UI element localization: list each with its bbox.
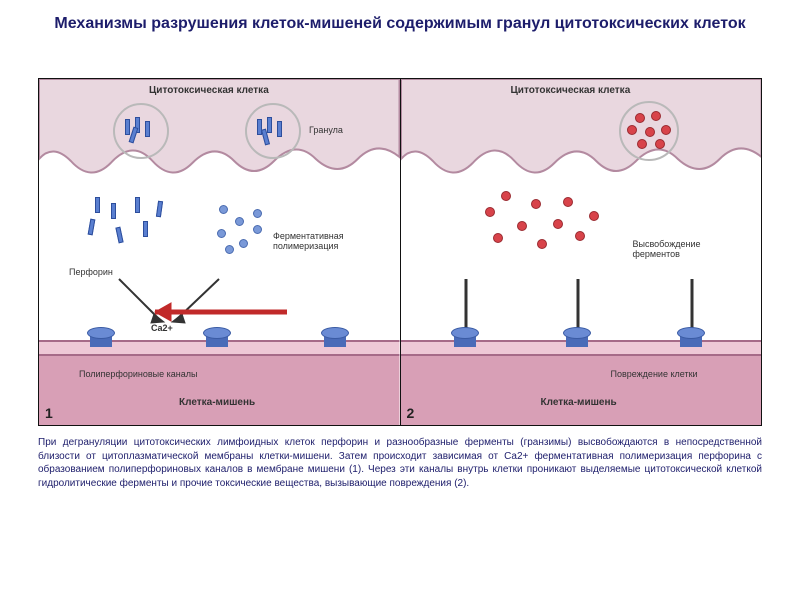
polymer-dot <box>235 217 244 226</box>
damage-label: Повреждение клетки <box>611 369 698 379</box>
panel-number-1: 1 <box>45 405 53 421</box>
granzyme-dot <box>655 139 665 149</box>
channels-label: Полиперфориновые каналы <box>79 369 197 379</box>
polymer-dot <box>239 239 248 248</box>
effector-membrane-1 <box>39 79 400 199</box>
granule-label: Гранула <box>309 125 343 135</box>
perforin-bar <box>111 203 116 219</box>
target-cell-label-1: Клетка-мишень <box>179 397 255 408</box>
polyperforin-pore <box>563 333 591 347</box>
granzyme-dot <box>537 239 547 249</box>
granzyme-dot <box>651 111 661 121</box>
perforin-bar <box>135 197 140 213</box>
polyperforin-pore <box>203 333 231 347</box>
perforin-bar <box>267 117 272 133</box>
slide: Механизмы разрушения клеток-мишеней соде… <box>0 0 800 600</box>
panel-number-2: 2 <box>407 405 415 421</box>
granule-1a <box>113 103 169 159</box>
granzyme-dot <box>553 219 563 229</box>
granzyme-dot <box>493 233 503 243</box>
granzyme-dot <box>485 207 495 217</box>
granzyme-dot <box>637 139 647 149</box>
granzyme-dot <box>531 199 541 209</box>
release-label: Высвобождение ферментов <box>633 239 733 259</box>
cytotoxic-cell-label-1: Цитотоксическая клетка <box>149 85 269 96</box>
granzyme-dot <box>661 125 671 135</box>
granzyme-dot <box>501 191 511 201</box>
panel-2: Цитотоксическая клетка Высвобождение фер… <box>400 79 762 425</box>
granule-1b <box>245 103 301 159</box>
diagram: Цитотоксическая клетка Гранула <box>38 78 762 426</box>
granzyme-dot <box>627 125 637 135</box>
panel-1: Цитотоксическая клетка Гранула <box>39 79 400 425</box>
polymer-dot <box>217 229 226 238</box>
polymer-dot <box>253 225 262 234</box>
granzyme-dot <box>563 197 573 207</box>
polymer-dot <box>225 245 234 254</box>
perforin-bar <box>115 227 123 244</box>
effector-membrane-2 <box>401 79 762 199</box>
polyperforin-pore <box>451 333 479 347</box>
granzyme-dot <box>575 231 585 241</box>
granzyme-dot <box>517 221 527 231</box>
polyperforin-pore <box>677 333 705 347</box>
perforin-bar <box>143 221 148 237</box>
slide-title: Механизмы разрушения клеток-мишеней соде… <box>0 0 800 43</box>
granzyme-dot <box>589 211 599 221</box>
perforin-bar <box>125 119 130 135</box>
granzyme-dot <box>635 113 645 123</box>
perforin-bar <box>145 121 150 137</box>
polymerization-label: Ферментативная полимеризация <box>273 231 363 251</box>
polymer-dot <box>253 209 262 218</box>
caption-text: При дегрануляции цитотоксических лимфоид… <box>38 436 762 490</box>
perforin-bar <box>156 201 163 218</box>
polyperforin-pore <box>321 333 349 347</box>
polymer-dot <box>219 205 228 214</box>
perforin-bar <box>88 219 96 236</box>
polyperforin-pore <box>87 333 115 347</box>
granzyme-dot <box>645 127 655 137</box>
perforin-bar <box>277 121 282 137</box>
cytotoxic-cell-label-2: Цитотоксическая клетка <box>511 85 631 96</box>
target-cell-label-2: Клетка-мишень <box>541 397 617 408</box>
perforin-bar <box>95 197 100 213</box>
